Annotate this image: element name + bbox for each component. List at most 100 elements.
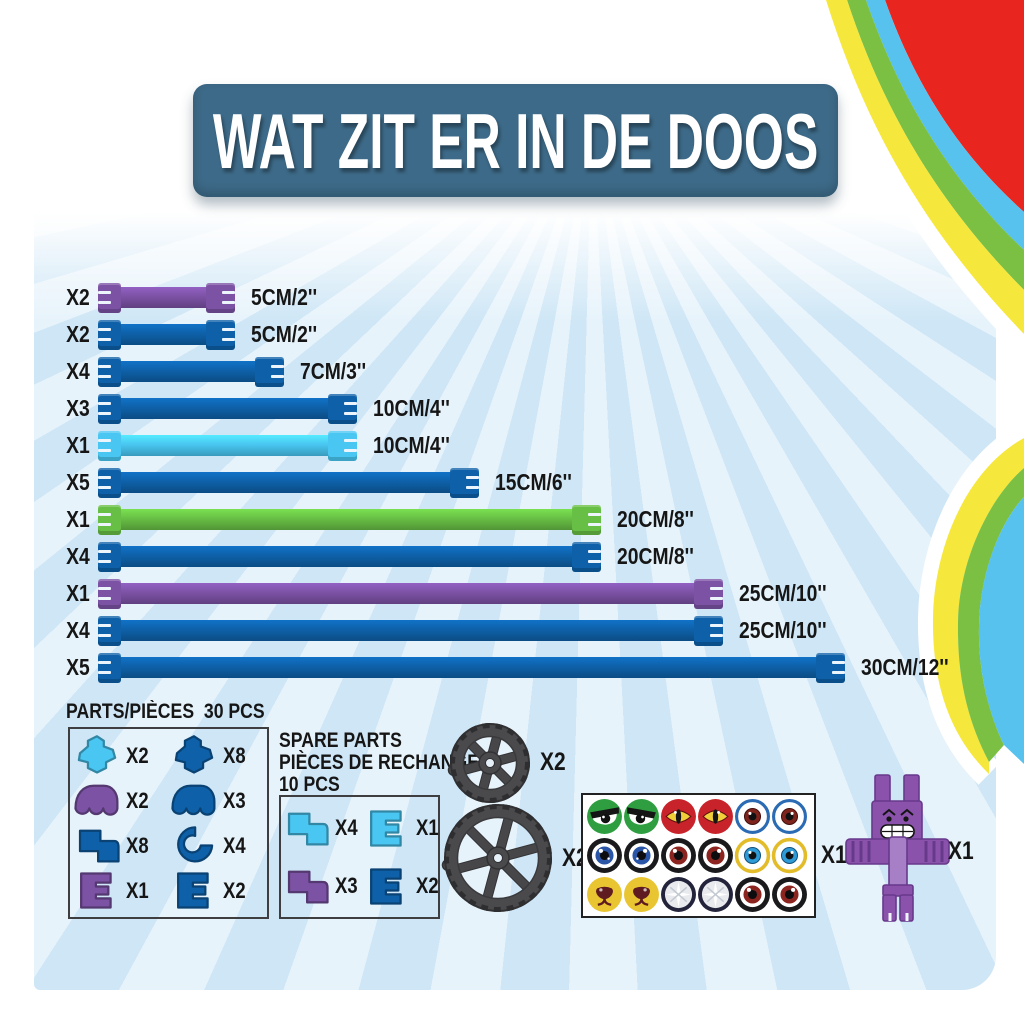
spare-parts-heading: SPARE PARTS PIÈCES DE RECHANGE 10 PCS <box>279 729 479 796</box>
blue-rod <box>98 541 601 572</box>
rod-length-label: 5CM/2'' <box>251 321 318 347</box>
cross-connector-icon <box>77 735 117 774</box>
spare-parts-box-outline <box>279 795 440 919</box>
rod-body <box>121 324 206 345</box>
part-item: X1 <box>72 868 169 913</box>
blue-rod <box>98 319 235 350</box>
green-rod <box>98 504 601 535</box>
title-banner: WAT ZIT ER IN DE DOOS <box>193 84 838 197</box>
part-quantity: X2 <box>126 742 149 768</box>
parts-heading: PARTS/PIÈCES 30 PCS <box>66 700 265 723</box>
part-quantity: X2 <box>222 877 246 903</box>
rod-body <box>121 509 572 530</box>
black-ring-red-eye-sticker-icon <box>661 838 696 873</box>
rod-body <box>121 472 450 493</box>
black-ring-red-eye-sticker-icon <box>698 838 733 873</box>
rod-length-label: 25CM/10'' <box>739 580 827 606</box>
rod-end-connector <box>98 356 121 387</box>
yellow-dog-muzzle-sticker-icon <box>624 877 659 912</box>
small-wheel-icon <box>446 719 534 812</box>
part-quantity: X4 <box>335 815 358 840</box>
part-quantity: X3 <box>335 873 358 898</box>
parts-box-outline <box>68 727 269 919</box>
blue-rod <box>98 652 845 683</box>
triple-claw-connector-icon <box>74 784 119 816</box>
spare-part-item: X4 <box>281 799 362 857</box>
part-item: X8 <box>169 733 266 778</box>
rod-end-connector <box>328 430 357 461</box>
clip-connector-icon <box>369 867 402 905</box>
part-item: X2 <box>72 733 169 778</box>
purple-robot-figure-icon <box>845 774 950 922</box>
rod-end-connector <box>328 393 357 424</box>
rod-length-label: 20CM/8'' <box>617 543 694 569</box>
rod-length-label: 10CM/4'' <box>373 395 450 421</box>
blue-rod <box>98 615 723 646</box>
large-wheel-icon <box>440 800 556 921</box>
rod-row: X5 30CM/12'' <box>56 649 965 686</box>
rod-quantity: X4 <box>66 543 90 569</box>
figure-quantity: X1 <box>948 837 974 865</box>
rod-end-connector <box>816 652 845 683</box>
rod-length-label: 10CM/4'' <box>373 432 450 458</box>
rod-row: X4 20CM/8'' <box>56 538 965 575</box>
sticker-row <box>586 875 811 914</box>
rod-row: X2 5CM/2'' <box>56 279 965 316</box>
rod-row: X2 5CM/2'' <box>56 316 965 353</box>
sticker-row <box>586 797 811 836</box>
parts-grid: X2 X8 X2 X3 X8 X4 X1 X2 <box>68 727 269 919</box>
rod-end-connector <box>98 541 121 572</box>
rod-end-connector <box>98 319 121 350</box>
rod-end-connector <box>206 319 235 350</box>
yellow-ring-blue-eye-sticker-icon <box>771 837 808 874</box>
part-quantity: X1 <box>415 815 439 840</box>
rod-end-connector <box>98 578 121 609</box>
rod-quantity: X5 <box>66 469 90 495</box>
red-cat-eye-sticker-icon <box>698 799 733 834</box>
rod-row: X4 25CM/10'' <box>56 612 965 649</box>
rod-body <box>121 435 328 456</box>
corner-connector-icon <box>287 870 329 903</box>
purple-rod <box>98 282 235 313</box>
blue-rod <box>98 356 284 387</box>
black-ring-blue-eye-sticker-icon <box>624 838 659 873</box>
rod-body <box>121 361 255 382</box>
cross-connector-icon <box>174 735 213 774</box>
eye-sticker-sheet <box>581 793 816 918</box>
rod-end-connector <box>694 578 723 609</box>
corner-connector-icon <box>78 829 120 863</box>
part-quantity: X8 <box>126 832 149 858</box>
rod-row: X5 15CM/6'' <box>56 464 965 501</box>
rod-end-connector <box>572 504 601 535</box>
spare-part-item: X3 <box>281 857 362 915</box>
cyan-rod <box>98 430 357 461</box>
triple-claw-connector-icon <box>170 784 215 816</box>
rod-body <box>121 546 572 567</box>
corner-connector-icon <box>287 812 329 845</box>
black-ring-blue-eye-sticker-icon <box>587 838 622 873</box>
part-item: X2 <box>169 868 266 913</box>
rod-end-connector <box>255 356 284 387</box>
rod-end-connector <box>98 467 121 498</box>
rod-quantity: X2 <box>66 284 90 310</box>
silver-shine-sticker-icon <box>698 877 733 912</box>
rod-row: X4 7CM/3'' <box>56 353 965 390</box>
rod-quantity: X4 <box>66 617 90 643</box>
spare-part-item: X2 <box>362 857 443 915</box>
rod-row: X3 10CM/4'' <box>56 390 965 427</box>
rod-end-connector <box>98 282 121 313</box>
part-item: X8 <box>72 823 169 868</box>
rod-body <box>121 287 206 308</box>
green-angry-eye-sticker-icon <box>587 799 622 834</box>
page-title: WAT ZIT ER IN DE DOOS <box>212 96 819 185</box>
yellow-ring-blue-eye-sticker-icon <box>734 837 771 874</box>
small-wheel-quantity: X2 <box>540 748 566 776</box>
part-quantity: X2 <box>415 873 439 898</box>
rod-quantity: X4 <box>66 358 90 384</box>
rod-row: X1 20CM/8'' <box>56 501 965 538</box>
part-quantity: X4 <box>222 832 246 858</box>
rod-quantity: X1 <box>66 580 90 606</box>
rod-body <box>121 398 328 419</box>
rod-length-label: 7CM/3'' <box>300 358 367 384</box>
